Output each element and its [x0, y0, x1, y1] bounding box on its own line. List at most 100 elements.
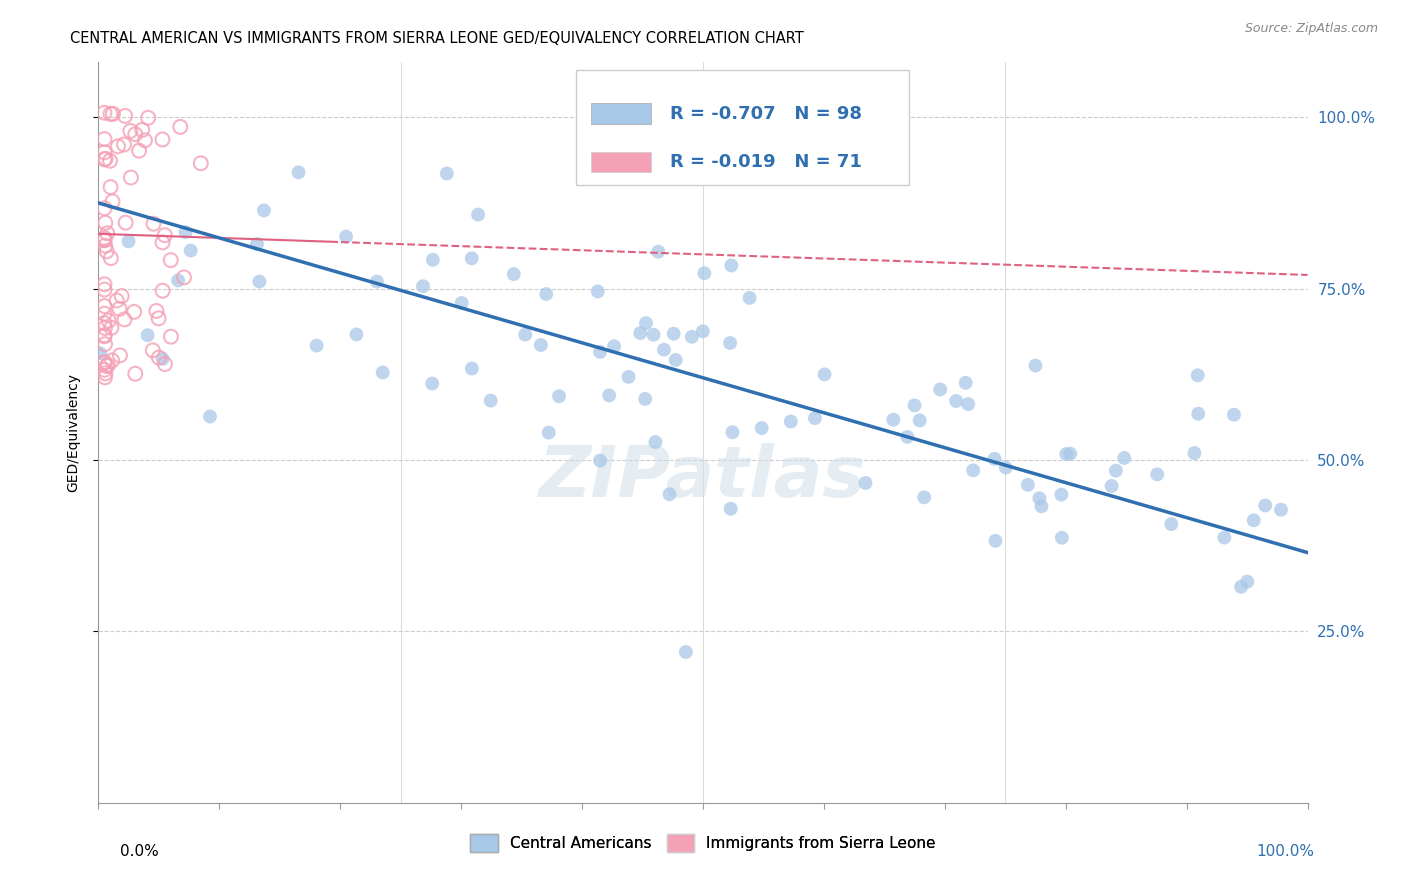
Point	[662, 326, 685, 341]
Point	[346, 327, 368, 342]
Point	[114, 216, 136, 230]
Point	[1050, 487, 1073, 501]
Point	[169, 120, 191, 134]
Point	[93, 231, 115, 245]
Point	[93, 329, 115, 343]
Point	[1059, 447, 1081, 461]
Point	[1243, 513, 1265, 527]
Point	[1270, 502, 1292, 516]
Point	[634, 392, 657, 406]
Point	[628, 326, 651, 340]
Point	[153, 228, 176, 243]
Point	[461, 361, 484, 376]
Point	[751, 421, 773, 435]
Point	[479, 393, 502, 408]
Point	[94, 337, 117, 351]
Point	[692, 324, 714, 338]
Point	[647, 244, 669, 259]
Point	[180, 244, 202, 258]
Point	[97, 314, 120, 328]
Text: R = -0.707   N = 98: R = -0.707 N = 98	[669, 104, 862, 123]
Point	[134, 133, 156, 147]
Text: 0.0%: 0.0%	[120, 845, 159, 859]
Point	[681, 330, 703, 344]
Point	[101, 107, 124, 121]
Point	[287, 165, 309, 179]
Point	[912, 491, 935, 505]
FancyBboxPatch shape	[576, 70, 908, 185]
Point	[108, 301, 131, 316]
Point	[100, 251, 122, 265]
Text: Source: ZipAtlas.com: Source: ZipAtlas.com	[1244, 22, 1378, 36]
Point	[1114, 450, 1136, 465]
Point	[693, 266, 716, 280]
Point	[93, 132, 115, 146]
Point	[1223, 408, 1246, 422]
Point	[586, 285, 609, 299]
Point	[436, 166, 458, 180]
Point	[1101, 479, 1123, 493]
Point	[111, 289, 134, 303]
Point	[665, 353, 688, 368]
Point	[1146, 467, 1168, 482]
Point	[93, 363, 115, 377]
Point	[1213, 531, 1236, 545]
Point	[93, 355, 115, 369]
Point	[122, 305, 145, 319]
Point	[1105, 464, 1128, 478]
Point	[738, 291, 761, 305]
Point	[1187, 407, 1209, 421]
Point	[107, 139, 129, 153]
Point	[93, 202, 115, 216]
Point	[100, 320, 122, 334]
Point	[589, 453, 612, 467]
Point	[94, 238, 117, 252]
Point	[896, 430, 918, 444]
Point	[420, 376, 443, 391]
FancyBboxPatch shape	[591, 152, 651, 172]
Point	[908, 413, 931, 427]
Point	[152, 351, 174, 366]
Point	[96, 244, 118, 259]
Point	[120, 170, 142, 185]
Point	[93, 233, 115, 247]
Text: R = -0.019   N = 71: R = -0.019 N = 71	[669, 153, 862, 171]
Text: 100.0%: 100.0%	[1257, 845, 1315, 859]
Point	[536, 287, 558, 301]
Point	[93, 328, 115, 343]
Point	[644, 435, 666, 450]
Point	[537, 425, 560, 440]
Point	[97, 359, 120, 373]
Point	[589, 345, 612, 359]
Point	[1184, 446, 1206, 460]
Point	[249, 275, 271, 289]
Point	[93, 145, 115, 160]
Point	[598, 388, 620, 402]
Point	[1028, 491, 1050, 506]
Point	[94, 321, 117, 335]
Point	[93, 105, 115, 120]
Point	[643, 327, 665, 342]
Point	[136, 111, 159, 125]
Point	[152, 235, 174, 250]
Point	[253, 203, 276, 218]
Point	[371, 366, 394, 380]
Point	[502, 267, 524, 281]
Point	[366, 275, 388, 289]
Point	[450, 296, 472, 310]
Point	[412, 279, 434, 293]
Point	[855, 475, 877, 490]
Point	[1236, 574, 1258, 589]
Point	[945, 394, 967, 409]
Point	[983, 451, 1005, 466]
Point	[467, 208, 489, 222]
Point	[658, 487, 681, 501]
Legend: Central Americans, Immigrants from Sierra Leone: Central Americans, Immigrants from Sierr…	[464, 829, 942, 858]
Point	[142, 343, 165, 358]
Point	[929, 383, 952, 397]
Point	[148, 351, 170, 365]
Point	[101, 194, 124, 209]
Point	[93, 233, 115, 247]
Point	[93, 283, 115, 297]
Point	[721, 425, 744, 440]
